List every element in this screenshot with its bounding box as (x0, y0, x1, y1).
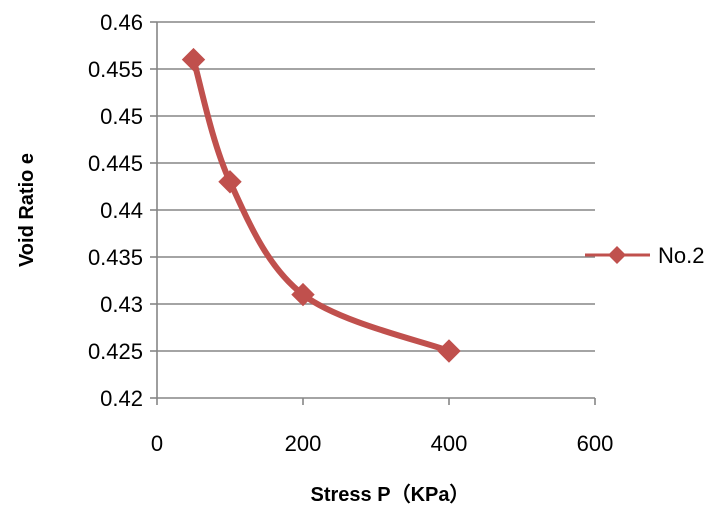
y-tick-label: 0.43 (100, 292, 143, 317)
y-tick-label: 0.455 (88, 57, 143, 82)
series-line-no2 (190, 56, 452, 354)
x-axis-title: Stress P（KPa） (311, 483, 470, 506)
y-tick-label: 0.42 (100, 386, 143, 411)
data-point-marker (218, 170, 242, 194)
y-tick-labels: 0.42 0.425 0.43 0.435 0.44 0.445 0.45 0.455 0.46 (88, 10, 143, 411)
y-tick-label: 0.445 (88, 151, 143, 176)
y-tick-label: 0.45 (100, 104, 143, 129)
legend: No.2 (585, 243, 704, 268)
x-tick-label: 200 (285, 431, 322, 456)
data-point-marker (291, 282, 315, 307)
x-tick-label: 0 (151, 431, 163, 456)
y-tick-label: 0.435 (88, 245, 143, 270)
legend-label-no2: No.2 (658, 243, 704, 268)
axes (150, 21, 596, 405)
x-tick-label: 600 (577, 431, 614, 456)
data-point-marker (437, 339, 461, 363)
data-point-marker (181, 47, 206, 72)
y-tick-label: 0.425 (88, 339, 143, 364)
y-tick-label: 0.44 (100, 198, 143, 223)
legend-diamond-marker (608, 246, 626, 264)
x-tick-label: 400 (431, 431, 468, 456)
x-tick-labels: 0 200 400 600 (151, 431, 613, 456)
y-axis-title: Void Ratio e (16, 153, 38, 267)
grid-lines (157, 21, 595, 352)
y-tick-label: 0.46 (100, 10, 143, 35)
series-layer (181, 47, 461, 363)
